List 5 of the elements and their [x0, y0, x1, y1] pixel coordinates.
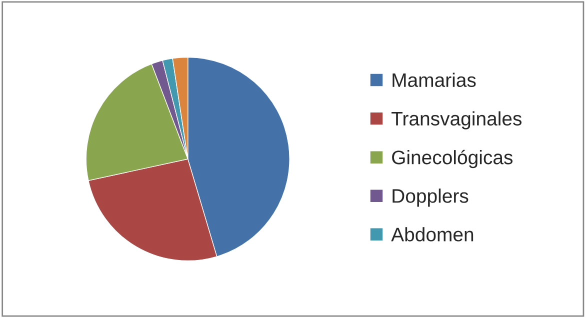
legend-label: Mamarias — [392, 72, 476, 88]
legend-label: Transvaginales — [392, 111, 522, 130]
legend-label: Dopplers — [392, 188, 468, 207]
legend-label: Abdomen — [391, 227, 474, 242]
legend-label: Ginecológicas — [392, 150, 513, 168]
